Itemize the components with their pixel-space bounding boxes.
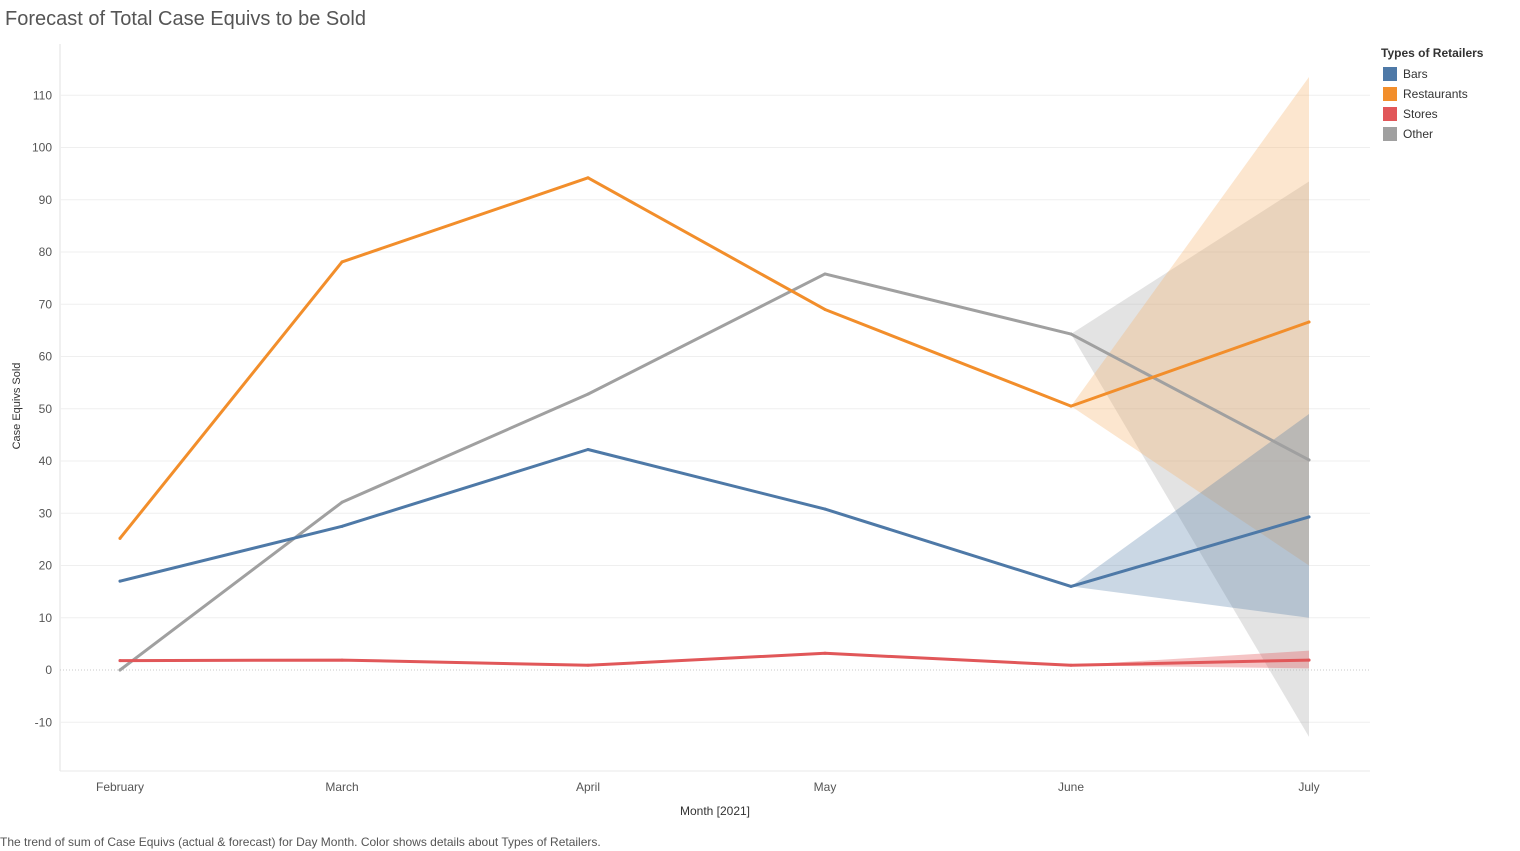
y-tick-label-70: 70 (39, 297, 53, 311)
data-point-restaurants-june (1069, 404, 1073, 408)
y-tick-label-30: 30 (39, 506, 53, 520)
x-tick-label-march: March (325, 780, 358, 794)
chart-caption: The trend of sum of Case Equivs (actual … (0, 835, 601, 849)
y-tick-label-40: 40 (39, 454, 53, 468)
data-point-other-july (1307, 458, 1311, 462)
y-tick-label-80: 80 (39, 245, 53, 259)
data-point-restaurants-july (1307, 320, 1311, 324)
y-tick-label-20: 20 (39, 559, 53, 573)
data-point-other-may (823, 272, 827, 276)
y-tick-label-0: 0 (45, 663, 52, 677)
x-axis-title: Month [2021] (680, 804, 750, 818)
data-point-stores-april (586, 663, 590, 667)
forecast-band-restaurants (1071, 76, 1309, 566)
data-point-bars-april (586, 448, 590, 452)
y-tick-label-100: 100 (32, 141, 52, 155)
y-axis-title: Case Equivs Sold (11, 363, 23, 450)
legend-label-restaurants: Restaurants (1403, 87, 1468, 101)
legend-swatch-stores (1383, 107, 1397, 121)
data-point-restaurants-april (586, 176, 590, 180)
x-tick-label-february: February (96, 780, 144, 794)
data-point-restaurants-march (340, 260, 344, 264)
data-point-bars-february (118, 579, 122, 583)
legend: Types of Retailers Bars Restaurants Stor… (1381, 46, 1483, 144)
data-point-other-april (586, 392, 590, 396)
legend-label-other: Other (1403, 127, 1434, 141)
data-point-stores-february (118, 659, 122, 663)
series-line-stores (118, 651, 1311, 667)
series-line-bars (118, 448, 1311, 588)
x-tick-label-may: May (814, 780, 837, 794)
data-point-other-february (118, 668, 122, 672)
legend-item-bars[interactable]: Bars (1381, 64, 1483, 84)
legend-swatch-restaurants (1383, 87, 1397, 101)
y-tick-label-50: 50 (39, 402, 53, 416)
x-tick-label-april: April (576, 780, 600, 794)
legend-label-bars: Bars (1403, 67, 1428, 81)
data-point-bars-june (1069, 584, 1073, 588)
legend-item-restaurants[interactable]: Restaurants (1381, 84, 1483, 104)
legend-item-other[interactable]: Other (1381, 124, 1483, 144)
forecast-band-bars (1071, 413, 1309, 618)
y-tick-label--10: -10 (35, 715, 53, 729)
forecast-band-other (1071, 181, 1309, 737)
data-point-other-march (340, 500, 344, 504)
y-tick-label-110: 110 (33, 88, 52, 102)
legend-swatch-bars (1383, 67, 1397, 81)
data-point-stores-july (1307, 658, 1311, 662)
legend-item-stores[interactable]: Stores (1381, 104, 1483, 124)
x-tick-label-july: July (1298, 780, 1319, 794)
data-point-stores-march (340, 658, 344, 662)
data-point-other-june (1069, 332, 1073, 336)
legend-label-stores: Stores (1403, 107, 1438, 121)
series-line-other (118, 272, 1311, 672)
series-line-restaurants (118, 176, 1311, 540)
legend-swatch-other (1383, 127, 1397, 141)
y-tick-label-10: 10 (39, 611, 53, 625)
y-tick-label-60: 60 (39, 350, 53, 364)
data-point-stores-june (1069, 663, 1073, 667)
data-point-stores-may (823, 651, 827, 655)
data-point-bars-may (823, 507, 827, 511)
data-point-restaurants-may (823, 307, 827, 311)
data-point-bars-july (1307, 515, 1311, 519)
data-point-bars-march (340, 524, 344, 528)
data-point-restaurants-february (118, 536, 122, 540)
x-tick-label-june: June (1058, 780, 1084, 794)
legend-title: Types of Retailers (1381, 46, 1484, 60)
chart-title: Forecast of Total Case Equivs to be Sold (5, 8, 366, 30)
y-tick-label-90: 90 (39, 193, 53, 207)
